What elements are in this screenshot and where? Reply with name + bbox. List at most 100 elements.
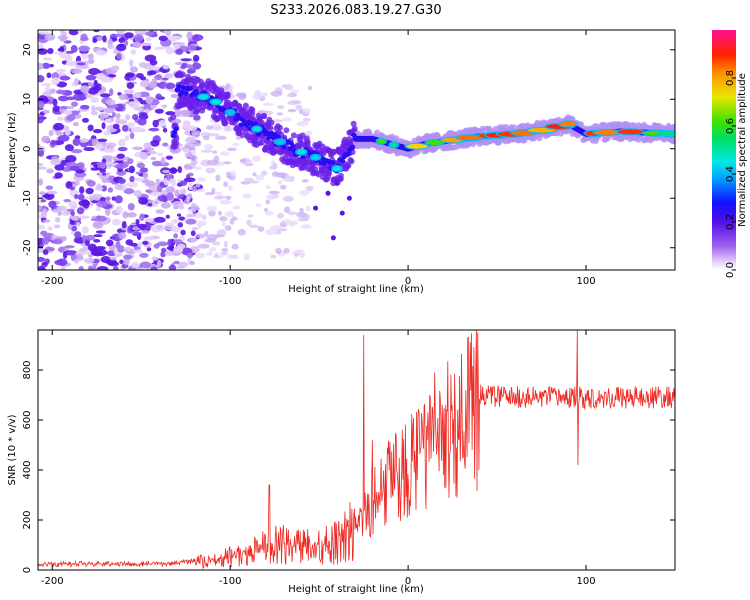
heatmap-cell: [179, 180, 188, 186]
heatmap-cell: [144, 217, 154, 223]
heatmap-cell: [87, 53, 94, 60]
heatmap-cell: [205, 167, 216, 174]
heatmap-cell: [84, 234, 96, 241]
heatmap-cell: [208, 247, 217, 252]
heatmap-cell: [132, 114, 139, 121]
heatmap-cell: [280, 184, 287, 190]
heatmap-cell: [139, 80, 150, 88]
heatmap-cell: [123, 246, 133, 251]
heatmap-cell: [132, 146, 144, 150]
heatmap-cell: [244, 123, 250, 128]
heatmap-cell: [52, 105, 61, 112]
heatmap-cell: [211, 187, 216, 195]
x-tick-label: 100: [576, 276, 595, 287]
heatmap-cell: [192, 62, 202, 70]
heatmap-cell: [90, 167, 100, 171]
heatmap-cell: [92, 38, 98, 43]
heatmap-cell: [50, 158, 62, 166]
heatmap-cell: [180, 65, 187, 69]
heatmap-cell: [177, 222, 184, 228]
heatmap-cell: [170, 114, 177, 121]
heatmap-cell: [88, 195, 95, 201]
heatmap-cell: [38, 48, 48, 55]
heatmap-cell: [155, 209, 165, 214]
heatmap-cell: [47, 234, 52, 241]
heatmap-cell: [242, 102, 249, 109]
heatmap-cell: [197, 188, 206, 193]
heatmap-cell: [82, 234, 87, 243]
heatmap-cell: [133, 177, 145, 182]
heatmap-cell: [212, 241, 217, 246]
x-tick-label: 0: [405, 576, 411, 587]
heatmap-cell: [139, 213, 145, 222]
heatmap-cell: [155, 93, 162, 100]
heatmap-cell: [350, 120, 357, 127]
heatmap-cell: [49, 63, 54, 68]
heatmap-cell: [158, 119, 167, 127]
heatmap-cell: [256, 132, 262, 137]
heatmap-cell: [165, 214, 170, 219]
heatmap-cell: [217, 210, 223, 216]
heatmap-cell: [137, 223, 147, 229]
heatmap-cell: [132, 41, 142, 49]
heatmap-cell: [68, 30, 79, 36]
heatmap-cell: [125, 72, 135, 78]
heatmap-cell: [114, 184, 123, 191]
y-tick-label: -10: [22, 190, 33, 206]
heatmap-cell: [150, 266, 158, 270]
heatmap-cell: [163, 226, 173, 230]
heatmap-cell: [267, 124, 274, 131]
heatmap-cell: [173, 126, 179, 132]
heatmap-cell: [142, 240, 149, 246]
heatmap-cell: [133, 249, 144, 254]
heatmap-cell: [98, 170, 103, 179]
heatmap-cell: [143, 236, 154, 241]
heatmap-cell: [70, 215, 78, 221]
heatmap-cell: [180, 188, 187, 195]
heatmap-cell: [345, 162, 352, 169]
heatmap-cell: [290, 143, 296, 149]
heatmap-cell: [155, 178, 160, 183]
heatmap-cell: [69, 165, 80, 171]
heatmap-cell: [181, 109, 191, 117]
heatmap-cell: [479, 125, 486, 132]
heatmap-cell: [70, 101, 78, 107]
heatmap-cell: [74, 258, 80, 264]
heatmap-cell: [186, 31, 193, 40]
heatmap-cell: [42, 109, 50, 114]
heatmap-cell: [57, 258, 68, 267]
heatmap-cell: [334, 180, 340, 186]
heatmap-cell: [178, 205, 185, 210]
heatmap-cell: [81, 53, 89, 60]
heatmap-cell: [311, 154, 320, 160]
heatmap-cell: [214, 252, 219, 258]
heatmap-cell: [130, 126, 143, 133]
heatmap-cell: [276, 124, 283, 131]
x-tick-label: 100: [576, 576, 595, 587]
heatmap-cell: [211, 150, 218, 154]
heatmap-cell: [302, 117, 311, 122]
heatmap-cell: [191, 34, 204, 42]
heatmap-cell: [127, 158, 134, 165]
heatmap-cell: [227, 185, 233, 191]
heatmap-cell: [226, 110, 234, 115]
heatmap-cell: [44, 33, 56, 41]
heatmap-cell: [53, 224, 61, 229]
heatmap-cell: [108, 38, 113, 46]
heatmap-cell: [221, 248, 229, 252]
heatmap-cell: [248, 224, 260, 229]
heatmap-cell: [305, 205, 311, 212]
heatmap-cell: [183, 164, 191, 170]
heatmap-cell: [290, 132, 297, 139]
heatmap-cell: [346, 195, 352, 201]
heatmap-cell: [277, 104, 285, 110]
heatmap-cell: [288, 211, 294, 216]
heatmap-cell: [107, 187, 114, 193]
heatmap-cell: [164, 73, 174, 79]
heatmap-cell: [265, 199, 270, 205]
snr-y-axis: 0 200 400 600 800: [22, 360, 675, 573]
heatmap-cell: [196, 141, 202, 147]
heatmap-cell: [94, 246, 106, 251]
heatmap-cell: [53, 122, 65, 131]
